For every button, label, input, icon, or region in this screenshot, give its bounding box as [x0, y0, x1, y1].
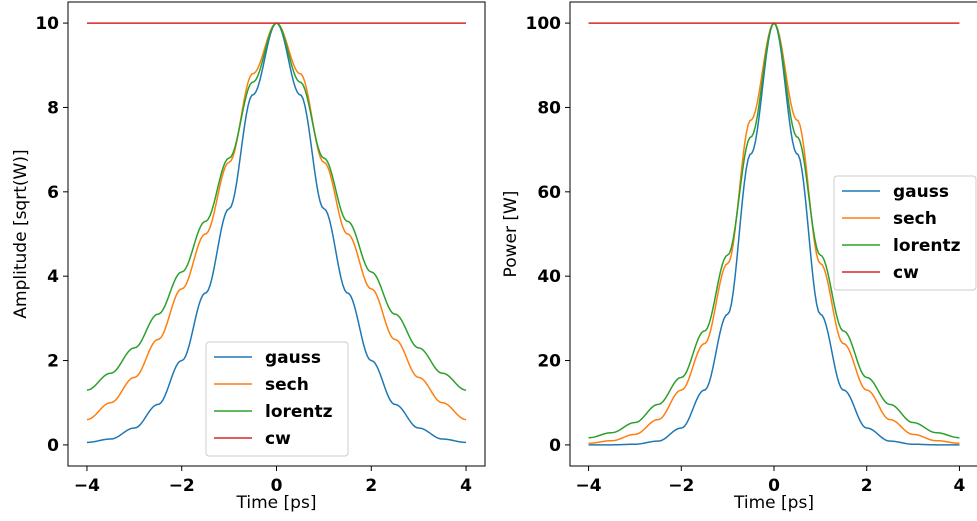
- legend-label-cw: cw: [893, 263, 919, 283]
- y-tick-label: 60: [537, 183, 561, 203]
- legend-label-sech: sech: [265, 375, 309, 395]
- x-axis-label: Time [ps]: [236, 493, 317, 513]
- legend-box: [833, 175, 977, 291]
- y-tick-label: 6: [47, 183, 59, 203]
- legend-label-cw: cw: [265, 429, 291, 449]
- x-tick-label: −4: [74, 476, 100, 496]
- legend-label-gauss: gauss: [893, 182, 949, 202]
- x-tick-label: 0: [271, 476, 283, 496]
- x-tick-label: 2: [365, 476, 377, 496]
- y-axis-label: Amplitude [sqrt(W)]: [11, 149, 31, 318]
- x-tick-label: 2: [861, 476, 873, 496]
- y-tick-label: 10: [35, 14, 59, 34]
- x-tick-label: −2: [668, 476, 694, 496]
- y-tick-label: 0: [549, 436, 561, 456]
- y-tick-label: 8: [47, 98, 59, 118]
- legend-label-gauss: gauss: [265, 348, 321, 368]
- x-tick-label: −2: [169, 476, 195, 496]
- y-tick-label: 40: [537, 267, 561, 287]
- series-line-lorentz: [86, 22, 467, 391]
- y-tick-label: 20: [537, 352, 561, 372]
- y-tick-label: 2: [47, 352, 59, 372]
- x-tick-label: 4: [460, 476, 472, 496]
- chart-1: −4 −2 0 2 4 0 2 4 6 8 10 Time [ps] Amplitude [sqrt(W…: [11, 1, 486, 513]
- legend: gauss sech lorentz cw: [833, 175, 977, 291]
- y-axis-label: Power [W]: [501, 191, 521, 278]
- x-axis-label: Time [ps]: [733, 493, 814, 513]
- legend-label-sech: sech: [893, 209, 937, 229]
- x-tick-label: 4: [954, 476, 966, 496]
- x-tick-label: 0: [768, 476, 780, 496]
- y-tick-label: 80: [537, 98, 561, 118]
- legend-box: [205, 341, 349, 457]
- legend: gauss sech lorentz cw: [205, 341, 349, 457]
- legend-label-lorentz: lorentz: [265, 402, 333, 422]
- y-tick-label: 100: [526, 14, 562, 34]
- x-tick-label: −4: [576, 476, 602, 496]
- legend-label-lorentz: lorentz: [893, 236, 961, 256]
- y-tick-label: 4: [47, 267, 59, 287]
- y-tick-label: 0: [47, 436, 59, 456]
